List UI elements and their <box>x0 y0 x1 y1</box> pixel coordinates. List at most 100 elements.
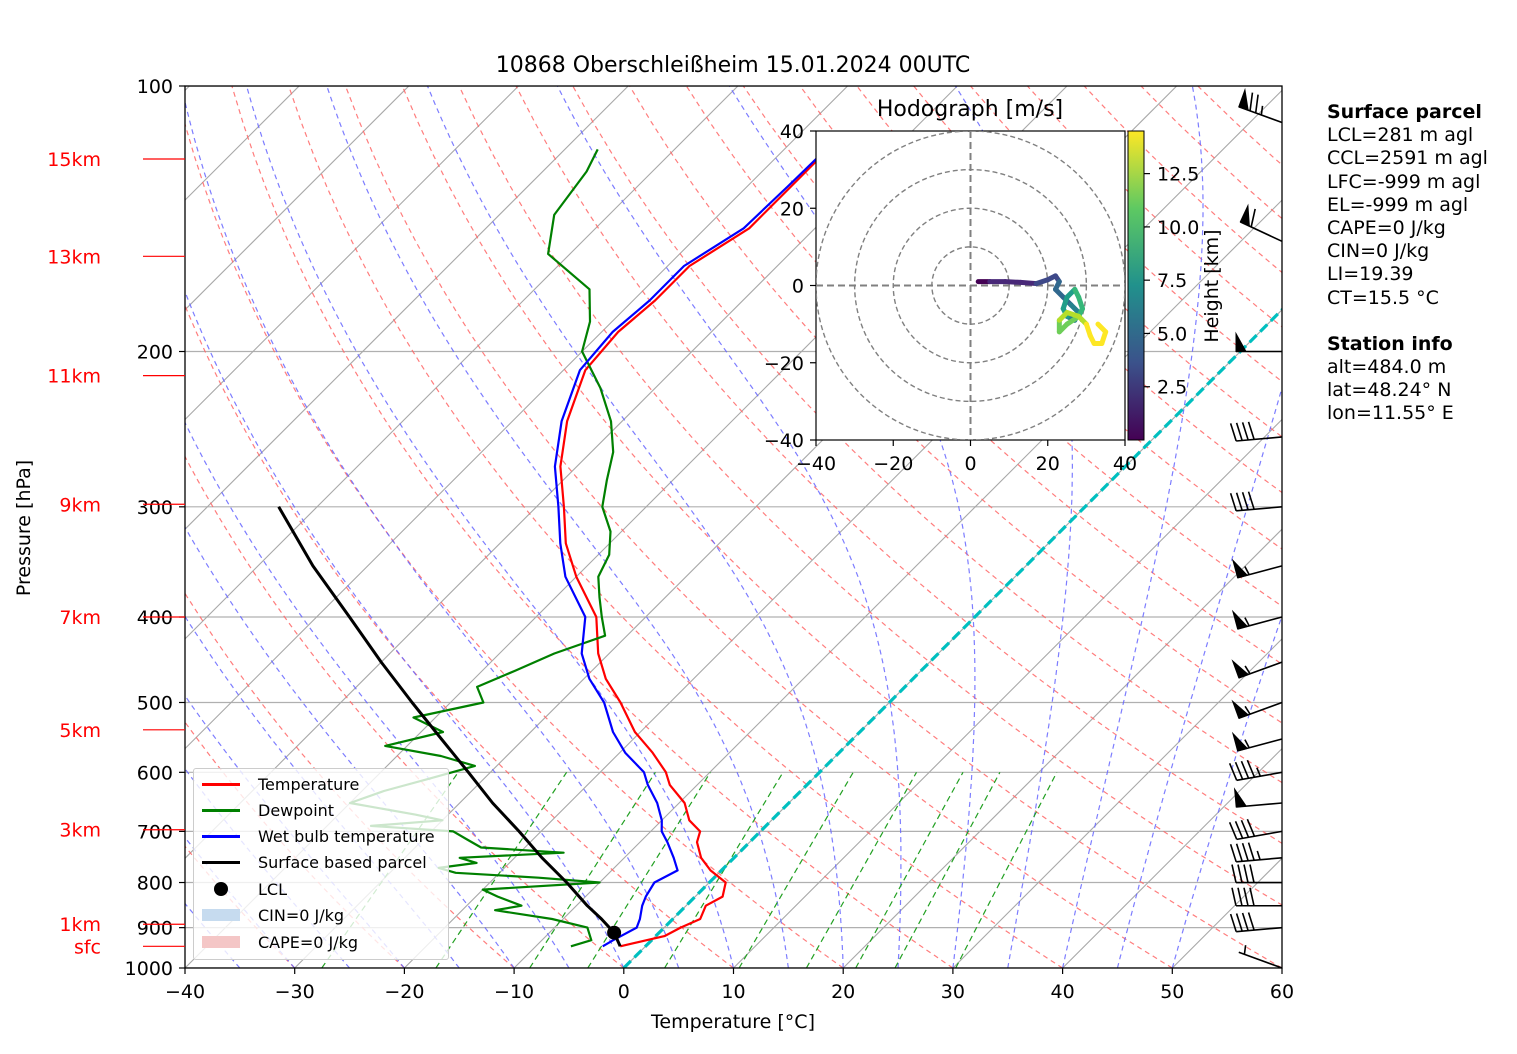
colorbar-tick-label: 7.5 <box>1157 270 1187 292</box>
surface-parcel-line: EL=-999 m agl <box>1327 193 1469 216</box>
wind-barb <box>1231 731 1283 752</box>
wind-barb-full <box>1241 491 1249 511</box>
wind-barb-flag <box>1231 609 1249 630</box>
legend-item-wetbulb: Wet bulb temperature <box>202 823 435 849</box>
station-info-line: lat=48.24° N <box>1327 379 1452 402</box>
wind-barb-full <box>1247 491 1255 510</box>
wind-barb-flag <box>1238 87 1249 111</box>
colorbar-tick-label: 2.5 <box>1157 377 1187 399</box>
wind-barb-shaft <box>1238 951 1283 969</box>
wind-barb-shaft <box>1236 436 1283 442</box>
colorbar-label: Height [km] <box>1201 229 1223 342</box>
wind-barb <box>1228 759 1283 782</box>
mixing-ratio-line <box>738 771 854 968</box>
moist-adiabat <box>326 86 789 968</box>
surface-parcel-line: LCL=281 m agl <box>1327 124 1474 147</box>
y-tick-label: 700 <box>137 821 173 843</box>
isotherm-gridline <box>842 528 1282 968</box>
height-marker-label: 3km <box>59 820 101 842</box>
wind-barb <box>1235 331 1282 353</box>
wind-barb-full <box>1247 842 1255 861</box>
hodograph: −40 40 −20 20 0 0 20 −20 40 −40 Hodograph [m/s] 1… <box>764 97 1223 475</box>
hodograph-title: Hodograph [m/s] <box>877 97 1063 122</box>
colorbar-tick-label: 5.0 <box>1157 323 1187 345</box>
x-axis-label: Temperature [°C] <box>650 1011 815 1033</box>
x-tick-label: −30 <box>275 981 315 1003</box>
wind-barb-full <box>1241 912 1249 931</box>
y-tick-label: 1000 <box>125 958 173 980</box>
wind-barb <box>1229 421 1283 442</box>
hodograph-x-tick-label: 40 <box>1113 453 1137 475</box>
wind-barb-shaft <box>1236 506 1283 512</box>
wind-barb-flag <box>1231 558 1249 579</box>
wind-barb-flag <box>1231 731 1249 752</box>
mixing-ratio-line <box>529 771 656 968</box>
wind-barb-full <box>1229 423 1237 442</box>
dewpoint-line <box>348 148 615 948</box>
y-tick-label: 300 <box>137 497 173 519</box>
wind-barb-full <box>1237 887 1243 906</box>
legend-label: Dewpoint <box>258 800 335 820</box>
wetbulb-line <box>553 138 839 948</box>
wind-barb-full <box>1246 818 1256 837</box>
legend-item-cape: CAPE=0 J/kg <box>202 929 358 955</box>
wind-barb-half <box>1256 767 1262 777</box>
legend-item-lcl: LCL <box>202 876 287 902</box>
wind-barb-half <box>1244 665 1251 675</box>
wind-barb-half <box>1244 566 1250 576</box>
dry-adiabat <box>185 455 625 968</box>
isotherm-gridline <box>733 418 1282 968</box>
mixing-ratio-line <box>805 772 918 968</box>
isotherm-gridline <box>185 86 629 530</box>
wind-barb-full <box>1234 820 1244 839</box>
wind-barb-flag <box>1235 331 1247 353</box>
wind-barb-full <box>1231 887 1237 906</box>
wind-barb-full <box>1229 913 1237 932</box>
legend-item-cin: CIN=0 J/kg <box>202 902 344 928</box>
x-tick-label: 20 <box>831 981 855 1003</box>
height-marker-label: 11km <box>47 366 101 388</box>
wind-barb-full <box>1247 912 1255 931</box>
mixing-ratio-line <box>855 772 964 968</box>
dry-adiabat <box>458 86 1282 906</box>
wind-barb-full <box>1240 819 1250 838</box>
wind-barb-full <box>1249 887 1255 906</box>
dry-adiabat <box>185 122 844 968</box>
mixing-ratio-line <box>435 771 568 968</box>
x-tick-label: −40 <box>165 981 205 1003</box>
wind-barb-full <box>1241 842 1249 862</box>
hodograph-colorbar <box>1127 130 1145 441</box>
wind-barb <box>1229 842 1283 863</box>
wind-barb-full <box>1254 94 1259 114</box>
surface-parcel-line: CT=15.5 °C <box>1327 286 1439 309</box>
wind-barb <box>1231 864 1282 884</box>
surface-parcel-line: CIN=0 J/kg <box>1327 240 1430 263</box>
mixing-ratio-line <box>587 771 711 968</box>
surface-parcel-block: Surface parcel LCL=281 m agl CCL=2591 m … <box>1327 101 1488 310</box>
station-info-header: Station info <box>1327 332 1453 355</box>
moist-adiabat <box>1171 613 1282 968</box>
y-tick-label: 600 <box>137 762 173 784</box>
wind-barb <box>1228 818 1283 841</box>
surface-parcel-line: CAPE=0 J/kg <box>1327 217 1446 240</box>
x-tick-label: 30 <box>941 981 965 1003</box>
isotherm-gridline <box>952 638 1282 968</box>
wind-barb-full <box>1249 864 1255 883</box>
surface-parcel-header: Surface parcel <box>1327 101 1482 123</box>
mixing-ratio-line <box>955 772 1058 968</box>
wind-barb-half <box>1243 945 1247 955</box>
x-tick-label: −20 <box>384 981 424 1003</box>
hodograph-x-tick-label: 0 <box>964 453 976 475</box>
wind-barb-shaft <box>1236 771 1283 782</box>
wind-barb <box>1231 699 1283 719</box>
hodograph-y-tick-label: −40 <box>764 430 804 452</box>
x-tick-label: 10 <box>721 981 745 1003</box>
legend-label: Surface based parcel <box>258 852 427 872</box>
x-tick-label: 50 <box>1160 981 1184 1003</box>
wind-barb-half <box>1260 105 1264 116</box>
wind-barb <box>1233 787 1283 808</box>
surface-parcel-line: LI=19.39 <box>1327 263 1414 286</box>
wind-barb-full <box>1237 864 1243 883</box>
legend-label: Wet bulb temperature <box>258 826 435 846</box>
wind-barb-full <box>1228 762 1238 781</box>
